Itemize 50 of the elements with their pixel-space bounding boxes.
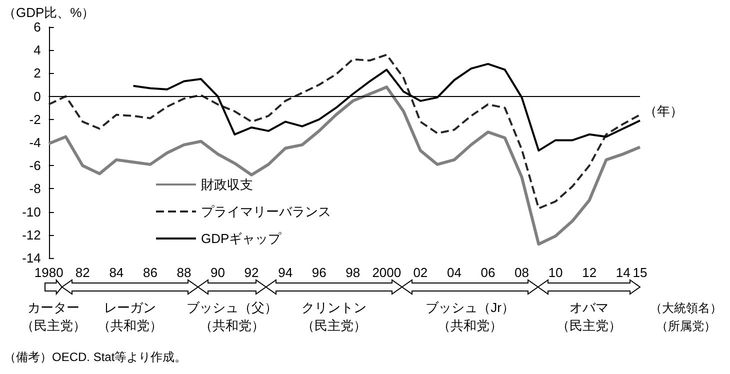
y-tick-label: -10 [22, 204, 41, 220]
x-tick-label: 86 [142, 265, 158, 280]
y-tick-label: 4 [34, 42, 41, 58]
x-tick-label: 15 [632, 265, 648, 280]
x-tick-label: 90 [210, 265, 225, 280]
text: （共和党） [198, 317, 266, 335]
y-tick-label: -2 [29, 112, 41, 127]
x-tick-label: 98 [346, 265, 360, 280]
text: レーガン [104, 300, 156, 315]
x-tick-label: 88 [176, 265, 192, 280]
x-tick-label: 2000 [372, 265, 402, 280]
x-tick-label: 1980 [34, 265, 64, 280]
y-tick-label: 2 [34, 66, 41, 81]
text: （民主党） [300, 317, 368, 335]
text: （共和党） [436, 317, 504, 335]
text: ブッシュ（Jr） [424, 299, 516, 317]
text: ブッシュ（父） [186, 299, 278, 317]
text: （民主党） [21, 318, 86, 333]
text: クリントン [302, 300, 366, 315]
text: （共和党） [98, 318, 162, 333]
x-axis-title: （年） [644, 103, 683, 118]
y-axis-title: （GDP比、%） [3, 5, 95, 20]
x-tick-label: 84 [109, 265, 124, 280]
y-tick-label: -6 [29, 158, 41, 174]
x-tick-label: 08 [514, 265, 530, 280]
legend-label: プライマリーバランス [201, 204, 331, 219]
y-tick-label: -8 [29, 181, 41, 196]
x-tick-label: 92 [244, 265, 259, 280]
y-tick-label: -4 [29, 135, 41, 150]
y-tick-label: 0 [34, 88, 41, 104]
text: （備考）OECD. Stat等より作成。 [4, 349, 187, 366]
text: （所属党） [655, 318, 717, 335]
x-tick-label: 96 [312, 265, 326, 280]
x-tick-label: 10 [548, 265, 563, 280]
x-tick-label: 82 [75, 265, 90, 280]
legend-label: GDPギャップ [201, 231, 282, 246]
text: （民主党） [556, 317, 622, 335]
text: （大統領名） [649, 300, 723, 317]
legend-label: 財政収支 [201, 177, 253, 192]
text: カーター [28, 300, 80, 315]
x-tick-label: 94 [278, 265, 293, 280]
text: オバマ [568, 299, 610, 317]
y-tick-label: 6 [34, 20, 41, 34]
x-tick-label: 06 [480, 265, 496, 280]
x-tick-label: 04 [446, 265, 462, 280]
y-tick-label: -14 [22, 250, 41, 266]
x-tick-label: 12 [582, 265, 597, 280]
x-tick-label: 14 [616, 265, 630, 280]
y-tick-label: -12 [22, 227, 41, 242]
x-tick-label: 02 [413, 265, 428, 280]
